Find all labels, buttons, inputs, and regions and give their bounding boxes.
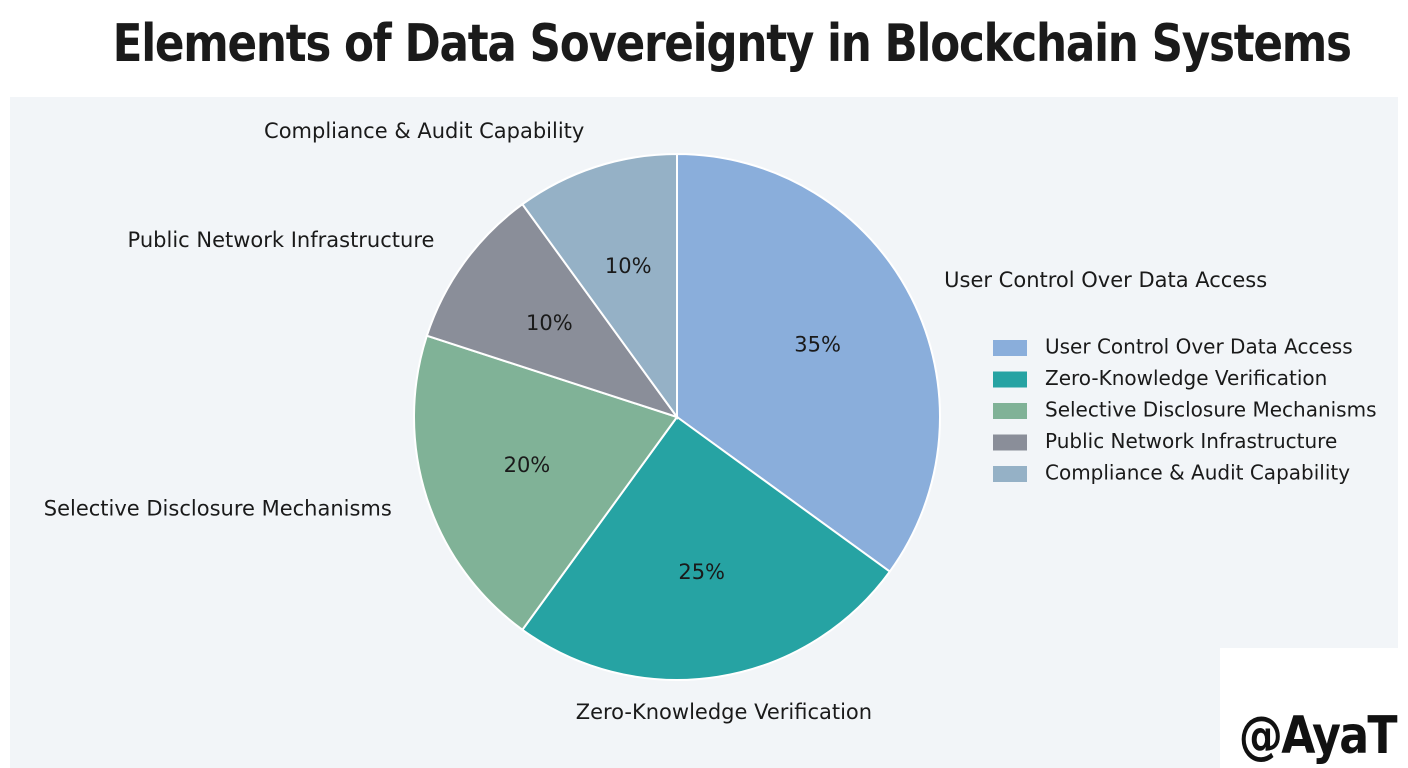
pie-category-label: Zero-Knowledge Verification bbox=[576, 700, 872, 724]
legend-swatch bbox=[993, 434, 1027, 451]
pie-slice-selective-disclosure-mechanisms bbox=[413, 334, 679, 632]
legend-swatch bbox=[993, 466, 1027, 482]
pie-value-labels: 35% 25% 20% 10% 10% bbox=[504, 254, 841, 584]
pie-category-label: Compliance & Audit Capability bbox=[264, 119, 584, 143]
pie-value-label: 25% bbox=[678, 560, 725, 584]
pie-category-label: Selective Disclosure Mechanisms bbox=[44, 497, 392, 521]
legend: User Control Over Data Access Zero-Knowle… bbox=[993, 335, 1377, 485]
pie-slice-zero-knowledge-verification bbox=[521, 415, 892, 681]
legend-swatch bbox=[993, 371, 1027, 388]
pie-slice-public-network-infrastructure bbox=[425, 202, 680, 419]
plot-area: 35% 25% 20% 10% 10% User Control Over Data A… bbox=[10, 97, 1398, 768]
legend-entry-label: Compliance & Audit Capability bbox=[1045, 461, 1350, 485]
legend-entry-label: User Control Over Data Access bbox=[1045, 335, 1353, 359]
pie-category-label: User Control Over Data Access bbox=[944, 268, 1267, 292]
legend-swatch bbox=[993, 403, 1027, 419]
watermark: @AyaT bbox=[1238, 706, 1398, 766]
pie-chart: 35% 25% 20% 10% 10% User Control Over Data A… bbox=[44, 119, 1377, 724]
legend-swatch bbox=[993, 340, 1027, 356]
pie-value-label: 20% bbox=[504, 453, 551, 477]
pie-value-label: 10% bbox=[526, 311, 573, 335]
legend-entry-label: Public Network Infrastructure bbox=[1045, 429, 1337, 453]
chart-title: Elements of Data Sovereignty in Blockcha… bbox=[112, 14, 1352, 74]
pie-slices bbox=[413, 152, 941, 681]
pie-category-label: Public Network Infrastructure bbox=[128, 228, 435, 252]
watermark-box: @AyaT bbox=[1220, 648, 1408, 768]
pie-value-label: 10% bbox=[605, 254, 652, 278]
pie-outer-labels: User Control Over Data Access Zero-Knowle… bbox=[44, 119, 1267, 724]
legend-entry-label: Selective Disclosure Mechanisms bbox=[1045, 398, 1377, 422]
pie-value-label: 35% bbox=[794, 332, 841, 356]
pie-slice-user-control-over-data-access bbox=[676, 152, 941, 573]
legend-entry-label: Zero-Knowledge Verification bbox=[1045, 366, 1327, 390]
pie-slice-compliance-and-audit-capability bbox=[521, 152, 678, 421]
